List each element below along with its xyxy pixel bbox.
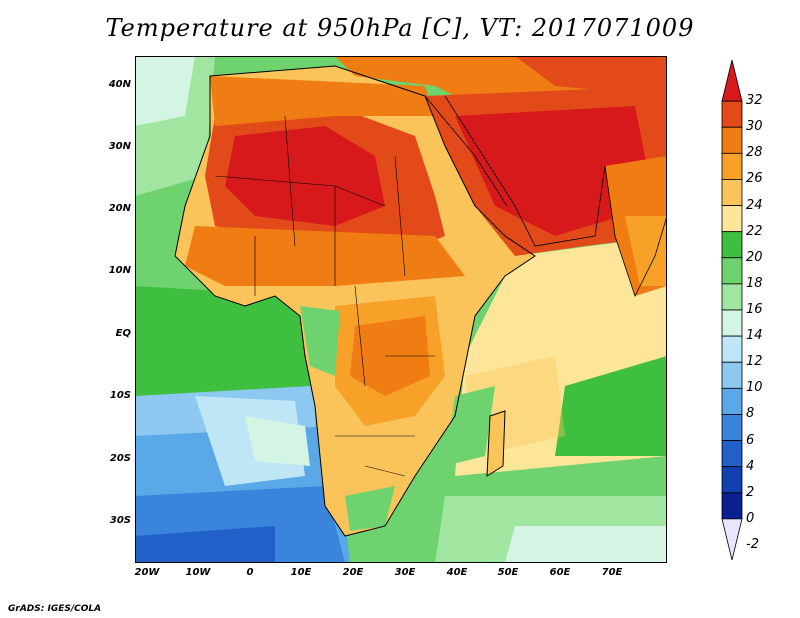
colorbar-swatch [721,59,743,102]
colorbar-swatch [721,283,743,311]
colorbar-swatch [721,414,743,441]
colorbar-label: 6 [746,432,755,448]
colorbar-label: -2 [746,537,759,552]
colorbar-swatch [721,518,743,561]
lat-label: EQ [115,328,131,339]
temperature-map [135,56,667,563]
colorbar-swatch [721,440,743,468]
colorbar-swatch [721,361,743,389]
colorbar-swatch [721,152,743,180]
colorbar-label: 22 [746,223,763,239]
lon-label: 60E [549,567,571,578]
colorbar-label: 12 [746,354,763,370]
colorbar-label: 20 [746,249,763,265]
colorbar-label: 18 [746,275,763,291]
colorbar-swatch [721,492,743,520]
lon-label: 20E [342,567,364,578]
colorbar-swatch [721,231,743,259]
colorbar-label: 30 [746,119,763,135]
lon-label: 10E [290,567,312,578]
colorbar-swatch [721,335,743,363]
colorbar [720,59,744,561]
lat-label: 10S [109,390,131,401]
colorbar-label: 32 [746,93,763,109]
lon-label: 10W [185,567,211,578]
lon-label: 50E [497,567,519,578]
lat-label: 20N [108,203,131,214]
colorbar-label: 26 [746,171,763,187]
lat-label: 10N [108,265,131,276]
lat-label: 40N [108,79,131,90]
colorbar-swatch [721,466,743,494]
colorbar-label: 0 [746,510,755,526]
lat-label: 30N [108,141,131,152]
colorbar-label: 28 [746,145,763,161]
chart-title: Temperature at 950hPa [C], VT: 201707100… [105,14,695,42]
colorbar-swatch [721,179,743,206]
colorbar-swatch [721,309,743,337]
colorbar-swatch [721,205,743,233]
colorbar-label: 10 [746,380,763,396]
lon-label: 70E [601,567,623,578]
colorbar-swatch [721,257,743,285]
lat-label: 20S [109,453,131,464]
lon-label: 20W [134,567,160,578]
colorbar-label: 14 [746,328,763,344]
lon-label: 40E [446,567,468,578]
colorbar-label: 2 [746,484,755,500]
colorbar-swatch [721,387,743,415]
colorbar-swatch [721,126,743,154]
lon-label: 0 [246,567,254,578]
colorbar-graphic [721,59,743,561]
colorbar-label: 8 [746,406,755,422]
lon-label: 30E [394,567,416,578]
colorbar-label: 4 [746,458,755,474]
credit-text: GrADS: IGES/COLA [8,604,102,614]
colorbar-label: 24 [746,197,763,213]
map-canvas [135,56,667,563]
colorbar-swatch [721,100,743,128]
lat-label: 30S [109,515,131,526]
colorbar-label: 16 [746,302,763,317]
